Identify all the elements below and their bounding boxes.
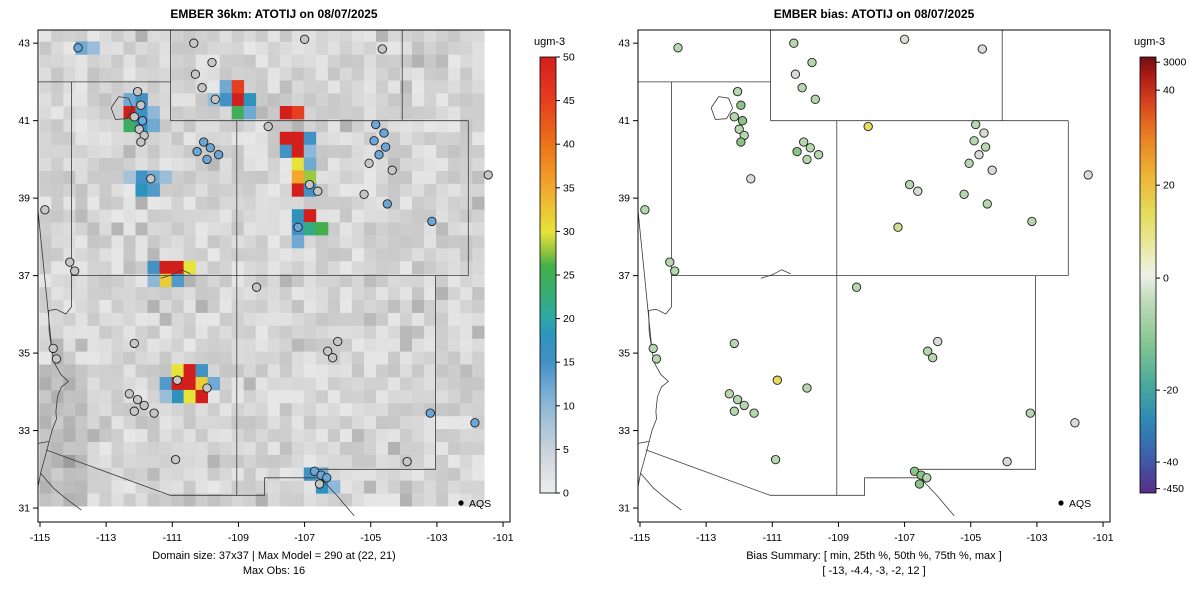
svg-text:-107: -107 bbox=[894, 532, 915, 544]
svg-text:45: 45 bbox=[563, 95, 575, 107]
svg-text:50: 50 bbox=[563, 52, 575, 64]
model-axes: -115 -113 -111 -109 -107 -105 -103 -101 31 33 35 37… bbox=[18, 38, 513, 544]
svg-text:5: 5 bbox=[563, 444, 569, 456]
svg-text:31: 31 bbox=[18, 503, 30, 515]
bias-caption-values: [ -13, -4.4, -3, -2, 12 ] bbox=[822, 565, 925, 577]
svg-text:30: 30 bbox=[563, 226, 575, 238]
svg-text:-115: -115 bbox=[630, 532, 650, 544]
svg-text:-113: -113 bbox=[96, 532, 116, 544]
model-map-panel: -115 -113 -111 -109 -107 -105 -103 -101 31 33 35 37… bbox=[18, 7, 575, 577]
svg-text:-101: -101 bbox=[1093, 532, 1114, 544]
svg-text:3000: 3000 bbox=[1163, 57, 1187, 69]
svg-text:-101: -101 bbox=[493, 532, 514, 544]
model-colorbar-units: ugm-3 bbox=[534, 36, 565, 48]
model-colorbar-ticks: 0 5 10 15 20 25 30 35 40 45 50 bbox=[556, 52, 575, 500]
svg-text:31: 31 bbox=[618, 503, 630, 515]
svg-text:-20: -20 bbox=[1163, 385, 1178, 397]
aqs-station-markers bbox=[638, 34, 1093, 489]
svg-text:20: 20 bbox=[563, 313, 575, 325]
aqs-legend-dot bbox=[1058, 500, 1064, 506]
svg-text:-111: -111 bbox=[763, 532, 783, 544]
svg-text:-103: -103 bbox=[426, 532, 447, 544]
model-caption-maxobs: Max Obs: 16 bbox=[243, 565, 305, 577]
svg-text:43: 43 bbox=[18, 38, 30, 50]
svg-text:40: 40 bbox=[1163, 85, 1175, 97]
state-boundaries bbox=[638, 30, 1069, 517]
model-caption-domain: Domain size: 37x37 | Max Model = 290 at … bbox=[152, 550, 395, 562]
svg-text:15: 15 bbox=[563, 357, 575, 369]
svg-text:-105: -105 bbox=[360, 532, 381, 544]
svg-text:33: 33 bbox=[618, 425, 630, 437]
model-map-layer bbox=[38, 30, 493, 517]
svg-text:40: 40 bbox=[563, 139, 575, 151]
bias-axes: -115 -113 -111 -109 -107 -105 -103 -101 31 33 35 37… bbox=[618, 38, 1113, 544]
svg-text:39: 39 bbox=[618, 193, 630, 205]
svg-text:-40: -40 bbox=[1163, 457, 1178, 469]
svg-text:35: 35 bbox=[618, 348, 630, 360]
bias-map-panel: -115 -113 -111 -109 -107 -105 -103 -101 31 33 35 37… bbox=[618, 7, 1187, 577]
svg-text:-450: -450 bbox=[1163, 483, 1184, 495]
aqs-station-markers bbox=[38, 34, 493, 489]
svg-text:10: 10 bbox=[563, 400, 575, 412]
aqs-legend-dot bbox=[458, 500, 464, 506]
svg-text:37: 37 bbox=[618, 270, 630, 282]
svg-text:43: 43 bbox=[618, 38, 630, 50]
svg-text:-107: -107 bbox=[294, 532, 315, 544]
bias-colorbar-units: ugm-3 bbox=[1134, 36, 1165, 48]
model-raster bbox=[39, 30, 485, 507]
svg-text:41: 41 bbox=[18, 115, 30, 127]
svg-text:-109: -109 bbox=[228, 532, 249, 544]
bias-colorbar-ticks: 3000 40 20 0 -20 -40 -450 bbox=[1156, 57, 1187, 495]
model-panel-title: EMBER 36km: ATOTIJ on 08/07/2025 bbox=[170, 7, 378, 21]
svg-text:0: 0 bbox=[1163, 273, 1169, 285]
svg-text:20: 20 bbox=[1163, 180, 1175, 192]
model-colorbar bbox=[539, 56, 557, 494]
svg-text:-109: -109 bbox=[828, 532, 849, 544]
svg-text:-115: -115 bbox=[30, 532, 50, 544]
bias-caption-summary: Bias Summary: [ min, 25th %, 50th %, 75t… bbox=[746, 550, 1002, 562]
aqs-legend-label: AQS bbox=[1069, 498, 1091, 510]
bias-map-layer bbox=[638, 30, 1093, 517]
bias-panel-title: EMBER bias: ATOTIJ on 08/07/2025 bbox=[774, 7, 975, 21]
svg-text:-111: -111 bbox=[163, 532, 183, 544]
svg-text:41: 41 bbox=[618, 115, 630, 127]
svg-text:33: 33 bbox=[18, 425, 30, 437]
svg-text:-113: -113 bbox=[696, 532, 716, 544]
bias-colorbar bbox=[1139, 56, 1157, 494]
svg-text:-105: -105 bbox=[960, 532, 981, 544]
svg-text:-103: -103 bbox=[1026, 532, 1047, 544]
svg-text:35: 35 bbox=[18, 348, 30, 360]
svg-text:25: 25 bbox=[563, 270, 575, 282]
svg-text:37: 37 bbox=[18, 270, 30, 282]
svg-text:39: 39 bbox=[18, 193, 30, 205]
svg-text:0: 0 bbox=[563, 488, 569, 500]
svg-text:35: 35 bbox=[563, 182, 575, 194]
aqs-legend-label: AQS bbox=[469, 498, 491, 510]
